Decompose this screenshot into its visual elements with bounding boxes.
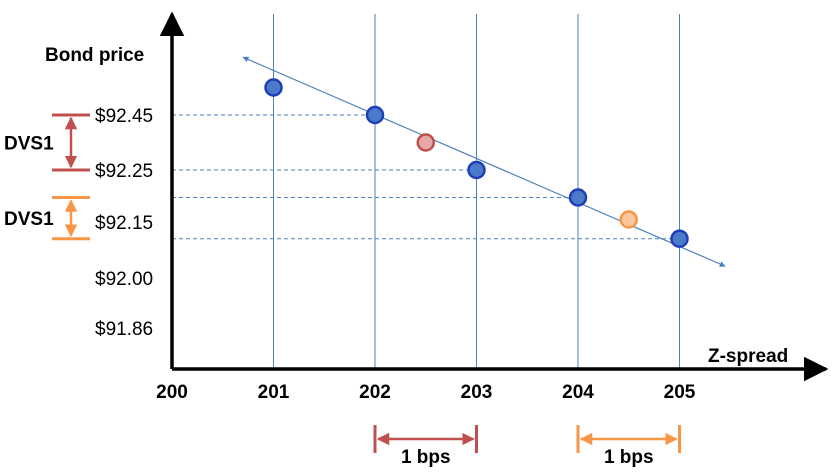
axes	[159, 11, 829, 382]
price-bracket-0: DVS1	[4, 113, 90, 172]
data-point-2	[416, 133, 435, 152]
data-point-6	[670, 229, 689, 248]
x-tick-label: 202	[359, 382, 391, 403]
y-tick-label: $92.25	[95, 161, 153, 182]
spread-bracket-label: 1 bps	[401, 447, 451, 468]
spread-bracket-0: 1 bps	[373, 425, 478, 468]
data-points	[264, 78, 689, 248]
y-tick-label: $92.45	[95, 106, 153, 127]
spread-bracket-1: 1 bps	[576, 425, 681, 468]
y-tick-label: $91.86	[95, 319, 153, 340]
y-tick-labels: $92.45 $92.25 $92.15 $92.00 $91.86	[95, 106, 153, 340]
y-tick-label: $92.00	[95, 269, 153, 290]
data-point-1	[365, 105, 385, 125]
data-point-4	[568, 188, 588, 207]
spread-bracket-label: 1 bps	[604, 447, 654, 468]
x-tick-label: 201	[258, 382, 290, 403]
data-point-0	[264, 78, 283, 97]
price-bracket-1: DVS1	[4, 196, 90, 241]
trend-line-segment	[242, 56, 726, 267]
x-tick-label: 205	[664, 382, 696, 403]
x-tick-label: 203	[461, 382, 493, 403]
brackets: DVS1 DVS1 1 bps 1 bps	[4, 113, 681, 468]
vertical-gridlines	[273, 14, 680, 369]
x-tick-labels: 200 201 202 203 204 205	[156, 382, 696, 403]
price-bracket-label: DVS1	[4, 134, 54, 155]
y-axis-label: Bond price	[45, 45, 144, 66]
data-point-5	[619, 210, 638, 229]
x-tick-label: 200	[156, 382, 188, 403]
x-axis-label: Z-spread	[708, 346, 788, 367]
trend-line	[242, 56, 726, 267]
price-bracket-label: DVS1	[4, 209, 54, 230]
x-tick-label: 204	[562, 382, 594, 403]
y-tick-label: $92.15	[95, 213, 153, 234]
data-point-3	[467, 160, 486, 180]
